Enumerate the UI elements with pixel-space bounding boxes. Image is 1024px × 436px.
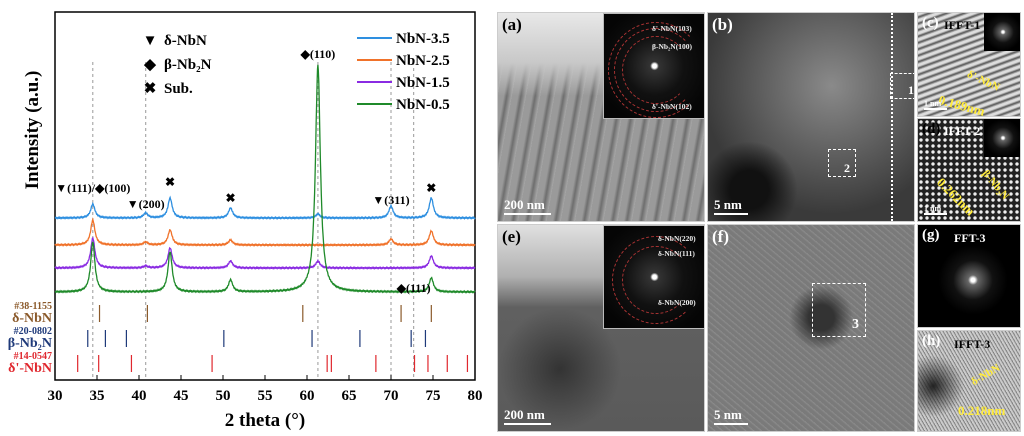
scale-bar: 200 nm xyxy=(504,197,551,215)
legend-label: NbN-1.5 xyxy=(396,75,450,91)
panel-label: (a) xyxy=(502,15,522,34)
x-tick-label: 45 xyxy=(174,388,189,404)
panel-b-hrtem-image: (b) 1 2 5 nm xyxy=(707,12,915,222)
series-line-NbN-3.5 xyxy=(54,195,476,220)
x-tick-label: 35 xyxy=(90,388,105,404)
xrd-chart: 30 35 40 45 50 55 60 65 70 75 80 2 theta (°) Intensi… xyxy=(8,11,483,431)
panel-label: (d) xyxy=(922,121,941,137)
legend-label: NbN-0.5 xyxy=(396,97,450,113)
phase-legend-label: Sub. xyxy=(164,81,193,97)
phase-label: δ'-NbN xyxy=(965,68,1002,94)
y-axis-label: Intensity (a.u.) xyxy=(22,71,43,190)
phase-legend-symbol: ◆ xyxy=(143,57,156,73)
peak-annotation: ✖ xyxy=(226,191,236,205)
panel-label: (c) xyxy=(922,15,939,31)
fft-inset xyxy=(984,119,1020,157)
fft-pattern xyxy=(938,245,1008,315)
x-axis-label: 2 theta (°) xyxy=(225,410,305,431)
panel-title: IFFT-1 xyxy=(944,18,981,32)
reference-phase: δ'-NbN xyxy=(8,361,52,376)
saed-label: δ-NbN(220) xyxy=(658,234,696,243)
peak-annotation: ◆(110) xyxy=(300,47,336,61)
region-label: 2 xyxy=(844,161,850,175)
peak-annotation: ◆(111) xyxy=(396,281,431,295)
x-tick-label: 60 xyxy=(300,388,315,404)
x-tick-label: 50 xyxy=(216,388,231,404)
scale-bar: 5 nm xyxy=(714,197,748,215)
saed-label: δ-NbN(111) xyxy=(658,249,695,258)
phase-label: β-Nb₂N xyxy=(979,167,1012,203)
panel-label: (e) xyxy=(502,227,521,246)
reference-phase: δ-NbN xyxy=(12,311,52,326)
peak-annotation: ▼(111)/◆(100) xyxy=(55,181,130,195)
scale-bar: 5 nm xyxy=(714,407,748,425)
peak-annotation: ✖ xyxy=(165,175,175,189)
phase-legend-symbol: ▼ xyxy=(143,33,158,49)
panel-d-ifft-image: (d) IFFT-2 β-Nb₂N 0.262nm 1 nm xyxy=(917,118,1021,222)
phase-legend-label: β-Nb₂N xyxy=(164,57,212,73)
panel-label: (g) xyxy=(922,227,940,243)
legend-label: NbN-3.5 xyxy=(396,31,450,47)
scale-bar: 200 nm xyxy=(504,407,551,425)
series-line-NbN-1.5 xyxy=(54,236,476,271)
series-line-NbN-0.5 xyxy=(54,64,476,294)
phase-label: δ-NbN xyxy=(969,361,1003,389)
x-tick-label: 55 xyxy=(258,388,273,404)
region-box-1 xyxy=(890,73,914,99)
region-label: 1 xyxy=(908,83,914,97)
panel-title: FFT-3 xyxy=(954,231,986,245)
panel-e-tem-image: (e) δ-NbN(220) δ-NbN(111) δ-NbN(200) 200… xyxy=(497,224,705,432)
x-tick-label: 40 xyxy=(132,388,147,404)
interface-line xyxy=(891,13,893,221)
saed-label: δ'-NbN(102) xyxy=(652,102,692,111)
region-box-3 xyxy=(812,283,866,337)
region-box-2 xyxy=(828,149,856,177)
reference-card: #38-1155 xyxy=(14,301,52,312)
panel-c-ifft-image: (c) IFFT-1 δ'-NbN 0.189nm 1 nm xyxy=(917,12,1021,117)
peak-annotation: ▼(311) xyxy=(372,193,409,207)
phase-legend-label: δ-NbN xyxy=(164,33,207,49)
panel-title: IFFT-2 xyxy=(944,124,981,138)
region-label: 3 xyxy=(852,317,859,332)
x-tick-label: 65 xyxy=(342,388,357,404)
x-tick-label: 70 xyxy=(384,388,399,404)
panel-title: IFFT-3 xyxy=(954,337,991,351)
reference-phase: β-Nb₂N xyxy=(8,336,52,351)
panel-label: (f) xyxy=(712,227,729,246)
reference-card: #20-0802 xyxy=(14,326,52,337)
fft-inset xyxy=(984,13,1020,51)
x-tick-label: 75 xyxy=(426,388,441,404)
panel-label: (b) xyxy=(712,15,733,34)
panel-f-hrtem-image: (f) 3 5 nm xyxy=(707,224,915,432)
phase-legend-symbol: ✖ xyxy=(144,81,157,97)
peak-annotation: ✖ xyxy=(426,181,436,195)
scale-bar: 1 nm xyxy=(924,99,948,110)
saed-label: β-Nb₂N(100) xyxy=(652,42,692,51)
panel-g-fft-image: (g) FFT-3 xyxy=(917,224,1021,328)
d-spacing: 0.218nm xyxy=(958,403,1006,418)
peak-annotation: ▼(200) xyxy=(127,197,165,211)
x-tick-label: 30 xyxy=(48,388,63,404)
x-tick-label: 80 xyxy=(468,388,483,404)
saed-label: δ'-NbN(103) xyxy=(652,24,692,33)
panel-a-tem-image: (a) δ'-NbN(103) β-Nb₂N(100) δ'-NbN(102) … xyxy=(497,12,705,222)
panel-h-ifft-image: (h) IFFT-3 δ-NbN 0.218nm xyxy=(917,330,1021,432)
panel-label: (h) xyxy=(922,333,941,349)
saed-inset: δ-NbN(220) δ-NbN(111) δ-NbN(200) xyxy=(603,225,704,329)
saed-label: δ-NbN(200) xyxy=(658,298,696,307)
series-line-NbN-2.5 xyxy=(54,217,476,248)
reference-card: #14-0547 xyxy=(14,351,52,362)
scale-bar: 1 nm xyxy=(924,204,948,215)
legend-label: NbN-2.5 xyxy=(396,53,450,69)
saed-inset: δ'-NbN(103) β-Nb₂N(100) δ'-NbN(102) xyxy=(603,13,704,119)
